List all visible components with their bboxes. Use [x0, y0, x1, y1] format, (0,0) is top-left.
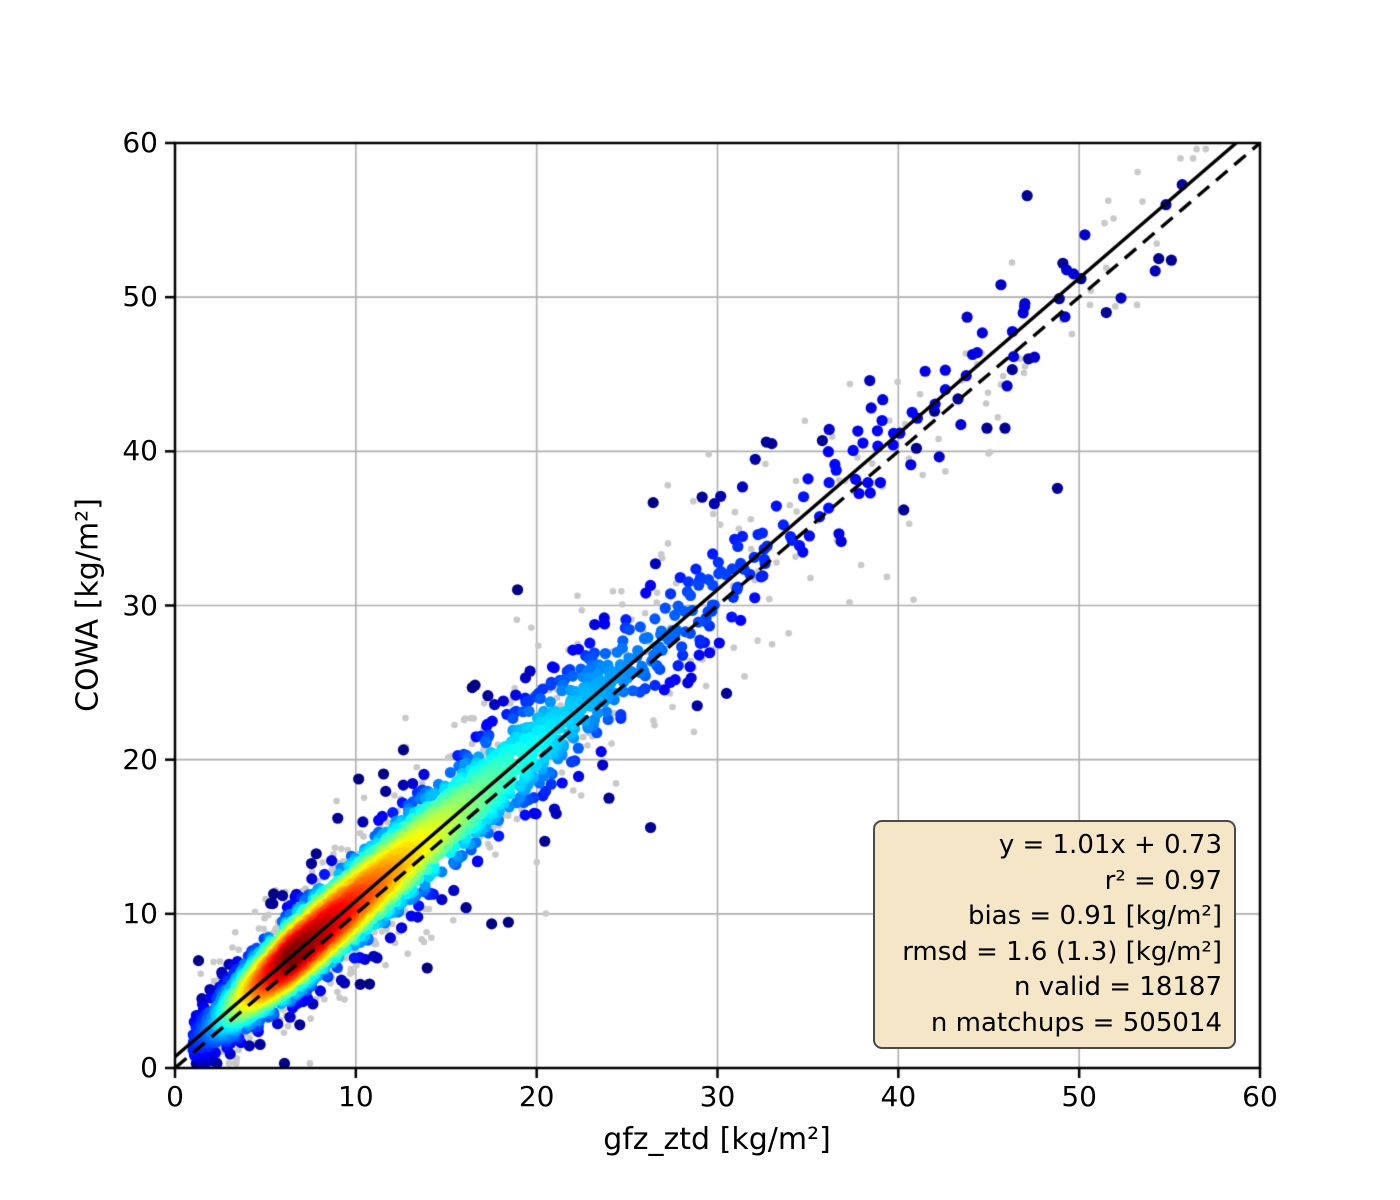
y-tick-label: 0 [140, 1051, 158, 1084]
x-tick-label: 30 [699, 1080, 736, 1113]
x-tick-label: 10 [338, 1080, 374, 1113]
y-tick-label: 50 [122, 280, 158, 314]
stats-equation: y = 1.01x + 0.73 [998, 830, 1222, 860]
y-tick-label: 10 [122, 896, 158, 930]
y-tick-label: 30 [122, 588, 158, 622]
y-tick-label: 40 [122, 434, 158, 468]
x-axis-label: gfz_ztd [kg/m²] [603, 1122, 831, 1157]
x-tick-label: 50 [1061, 1080, 1097, 1113]
x-tick-label: 0 [166, 1080, 184, 1113]
x-tick-label: 60 [1242, 1080, 1278, 1113]
stats-box: y = 1.01x + 0.73 r² = 0.97 bias = 0.91 [… [873, 820, 1236, 1049]
x-tick-label: 20 [518, 1080, 555, 1113]
stats-rmsd: rmsd = 1.6 (1.3) [kg/m²] [902, 936, 1222, 967]
y-tick-label: 20 [122, 742, 158, 776]
stats-r2: r² = 0.97 [1104, 865, 1222, 896]
y-tick-label: 60 [122, 126, 158, 159]
stats-n-valid: n valid = 18187 [1013, 972, 1222, 1002]
stats-bias: bias = 0.91 [kg/m²] [967, 901, 1222, 931]
x-tick-label: 40 [880, 1080, 917, 1113]
stats-n-matchups: n matchups = 505014 [930, 1007, 1222, 1038]
